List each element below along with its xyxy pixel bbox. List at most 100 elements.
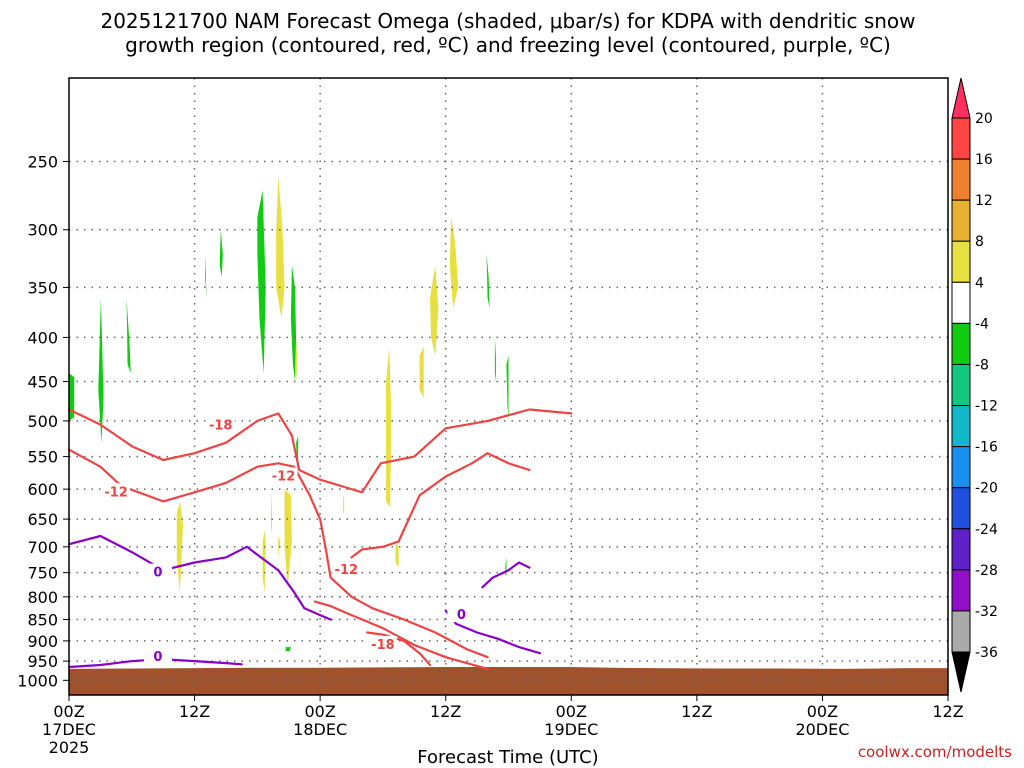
colorbar-segment-5 bbox=[951, 322, 971, 365]
axes: 250 300 350 400 450 500 550 600 650 700 750 800 850 9… bbox=[17, 153, 963, 757]
colorbar-segment-0 bbox=[951, 117, 971, 160]
colorbar-segment-6 bbox=[951, 363, 971, 407]
omega-positive-area-8 bbox=[386, 346, 392, 508]
y-tick-label-700: 700 bbox=[27, 538, 58, 557]
x-tick-date-4: 19DEC bbox=[544, 720, 598, 739]
omega-positive-area-3 bbox=[270, 489, 273, 536]
omega-positive-area-2 bbox=[276, 176, 285, 319]
y-tick-label-250: 250 bbox=[27, 153, 58, 172]
colorbar-label-11: -28 bbox=[975, 563, 998, 579]
colorbar-label-1: 16 bbox=[975, 152, 993, 168]
x-axis-label: Forecast Time (UTC) bbox=[417, 747, 598, 768]
colorbar-label-12: -32 bbox=[975, 604, 998, 620]
contour-label-bg-dgz-minus18 bbox=[206, 416, 235, 433]
y-tick-label-900: 900 bbox=[27, 632, 58, 651]
omega-negative-area-3 bbox=[205, 253, 207, 298]
x-tick-label-1: 12Z bbox=[179, 702, 210, 721]
colorbar-segment-1 bbox=[951, 158, 971, 201]
y-tick-label-600: 600 bbox=[27, 480, 58, 499]
colorbar-segment-8 bbox=[951, 446, 971, 489]
chart-title-line2: growth region (contoured, red, ºC) and f… bbox=[125, 33, 891, 57]
contours: -18 -12 -12 -12 -18 0 0 0 bbox=[67, 408, 573, 670]
y-tick-label-750: 750 bbox=[27, 564, 58, 583]
colorbar-label-7: -12 bbox=[975, 399, 998, 415]
colorbar-segment-7 bbox=[951, 405, 971, 448]
contour-dgz-minus18 bbox=[67, 408, 573, 494]
x-tick-label-6: 00Z bbox=[807, 702, 838, 721]
y-tick-label-650: 650 bbox=[27, 510, 58, 529]
contour-label-freezing-level-lower: 0 bbox=[153, 650, 162, 665]
omega-positive-area-7 bbox=[343, 495, 345, 514]
contour-dgz-minus18-b bbox=[366, 631, 432, 667]
omega-positive-area-6 bbox=[296, 337, 298, 382]
contour-label-freezing-level-upper: 0 bbox=[153, 566, 162, 581]
colorbar-segment-10 bbox=[951, 528, 971, 571]
contour-label-dgz-minus12-b: -12 bbox=[272, 469, 296, 484]
y-tick-label-850: 850 bbox=[27, 611, 58, 630]
y-tick-label-450: 450 bbox=[27, 372, 58, 391]
colorbar-label-5: -4 bbox=[975, 316, 989, 332]
contour-freezing-level-right-b bbox=[481, 561, 531, 589]
contour-label-bg-freezing-level-upper bbox=[143, 563, 172, 580]
omega-positive-area-11 bbox=[430, 265, 439, 356]
contour-label-dgz-minus18: -18 bbox=[209, 418, 233, 433]
chart-title-line1: 2025121700 NAM Forecast Omega (shaded, μ… bbox=[100, 9, 915, 33]
x-tick-date-0: 17DEC bbox=[42, 720, 96, 739]
contour-label-bg-dgz-minus12-c bbox=[332, 561, 361, 578]
contour-dgz-minus12-b bbox=[313, 600, 489, 670]
omega-negative-area-1 bbox=[98, 297, 104, 443]
x-tick-year-0: 2025 bbox=[49, 738, 90, 757]
colorbar-label-3: 8 bbox=[975, 234, 984, 250]
contour-label-bg-dgz-minus12-b bbox=[269, 467, 298, 484]
omega-negative-area-9 bbox=[486, 253, 490, 309]
colorbar-segment-11 bbox=[951, 569, 971, 612]
colorbar-segment-3 bbox=[951, 240, 971, 283]
x-tick-date-2: 18DEC bbox=[293, 720, 347, 739]
omega-negative-area-6 bbox=[290, 265, 297, 382]
x-tick-label-3: 12Z bbox=[430, 702, 461, 721]
colorbar-label-2: 12 bbox=[975, 193, 993, 209]
omega-positive-area-10 bbox=[419, 346, 424, 398]
omega-negative-area-4 bbox=[219, 229, 223, 277]
grid-lines bbox=[69, 78, 948, 695]
x-tick-label-5: 12Z bbox=[681, 702, 712, 721]
contour-label-dgz-minus12: -12 bbox=[104, 485, 128, 500]
omega-negative-area-8 bbox=[285, 647, 291, 652]
x-tick-label-0: 00Z bbox=[53, 702, 84, 721]
omega-positive-area-9 bbox=[395, 541, 399, 568]
y-tick-label-400: 400 bbox=[27, 328, 58, 347]
colorbar-bottom-arrow bbox=[951, 651, 971, 693]
omega-negative-area-0 bbox=[69, 373, 75, 421]
y-tick-label-500: 500 bbox=[27, 412, 58, 431]
x-tick-label-7: 12Z bbox=[932, 702, 963, 721]
y-tick-label-550: 550 bbox=[27, 448, 58, 467]
contour-label-bg-dgz-minus12 bbox=[102, 483, 131, 500]
omega-positive-area-0 bbox=[176, 501, 184, 593]
omega-positive-area-5 bbox=[284, 489, 292, 588]
contour-label-freezing-level-right: 0 bbox=[457, 608, 466, 623]
colorbar: 20 16 12 8 4 -4 -8 -12 -16 -20 -24 -28 -32 -36 bbox=[951, 77, 998, 693]
x-tick-label-2: 00Z bbox=[304, 702, 335, 721]
omega-negative-area-5 bbox=[257, 190, 266, 374]
colorbar-top-arrow bbox=[951, 77, 971, 119]
colorbar-label-13: -36 bbox=[975, 645, 998, 661]
contour-freezing-level-upper bbox=[67, 534, 332, 621]
contour-label-dgz-minus12-c: -12 bbox=[335, 563, 359, 578]
omega-negative-area-10 bbox=[494, 337, 496, 382]
contour-dgz-minus12 bbox=[67, 448, 489, 659]
x-tick-label-4: 00Z bbox=[556, 702, 587, 721]
contour-label-bg-dgz-minus18-b bbox=[368, 636, 397, 653]
omega-negative-area-11 bbox=[506, 355, 509, 421]
contour-dgz-minus12-c bbox=[350, 452, 531, 559]
colorbar-label-4: 4 bbox=[975, 275, 984, 291]
contour-label-dgz-minus18-b: -18 bbox=[371, 638, 395, 653]
terrain-fill bbox=[69, 666, 948, 695]
colorbar-segment-9 bbox=[951, 487, 971, 530]
contour-label-bg-freezing-level-lower bbox=[143, 648, 172, 665]
omega-negative-area-2 bbox=[126, 297, 131, 374]
contour-label-bg-freezing-level-right bbox=[447, 606, 476, 623]
credit-link[interactable]: coolwx.com/modelts bbox=[858, 743, 1012, 761]
y-tick-label-300: 300 bbox=[27, 221, 58, 240]
colorbar-segment-12 bbox=[951, 610, 971, 653]
